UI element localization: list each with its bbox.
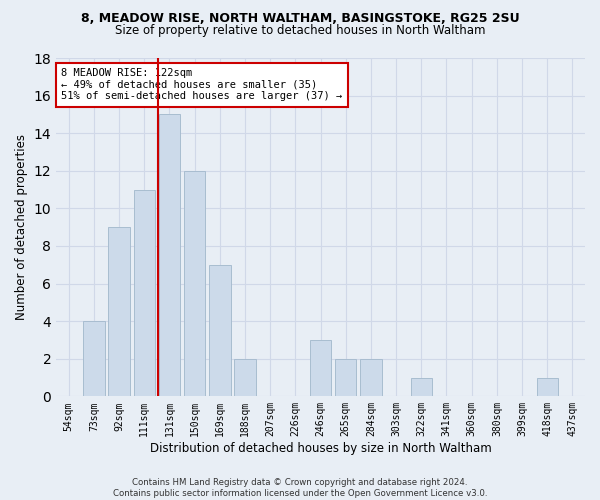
Text: 8, MEADOW RISE, NORTH WALTHAM, BASINGSTOKE, RG25 2SU: 8, MEADOW RISE, NORTH WALTHAM, BASINGSTO… <box>80 12 520 26</box>
Bar <box>159 114 180 396</box>
Bar <box>536 378 558 396</box>
X-axis label: Distribution of detached houses by size in North Waltham: Distribution of detached houses by size … <box>150 442 491 455</box>
Bar <box>410 378 432 396</box>
Bar <box>310 340 331 396</box>
Text: Size of property relative to detached houses in North Waltham: Size of property relative to detached ho… <box>115 24 485 37</box>
Bar <box>134 190 155 396</box>
Bar <box>109 227 130 396</box>
Bar <box>209 265 230 396</box>
Bar <box>360 358 382 397</box>
Bar <box>184 171 205 396</box>
Bar <box>335 358 356 397</box>
Text: 8 MEADOW RISE: 122sqm
← 49% of detached houses are smaller (35)
51% of semi-deta: 8 MEADOW RISE: 122sqm ← 49% of detached … <box>61 68 343 102</box>
Text: Contains HM Land Registry data © Crown copyright and database right 2024.
Contai: Contains HM Land Registry data © Crown c… <box>113 478 487 498</box>
Bar <box>235 358 256 397</box>
Y-axis label: Number of detached properties: Number of detached properties <box>15 134 28 320</box>
Bar <box>83 321 104 396</box>
